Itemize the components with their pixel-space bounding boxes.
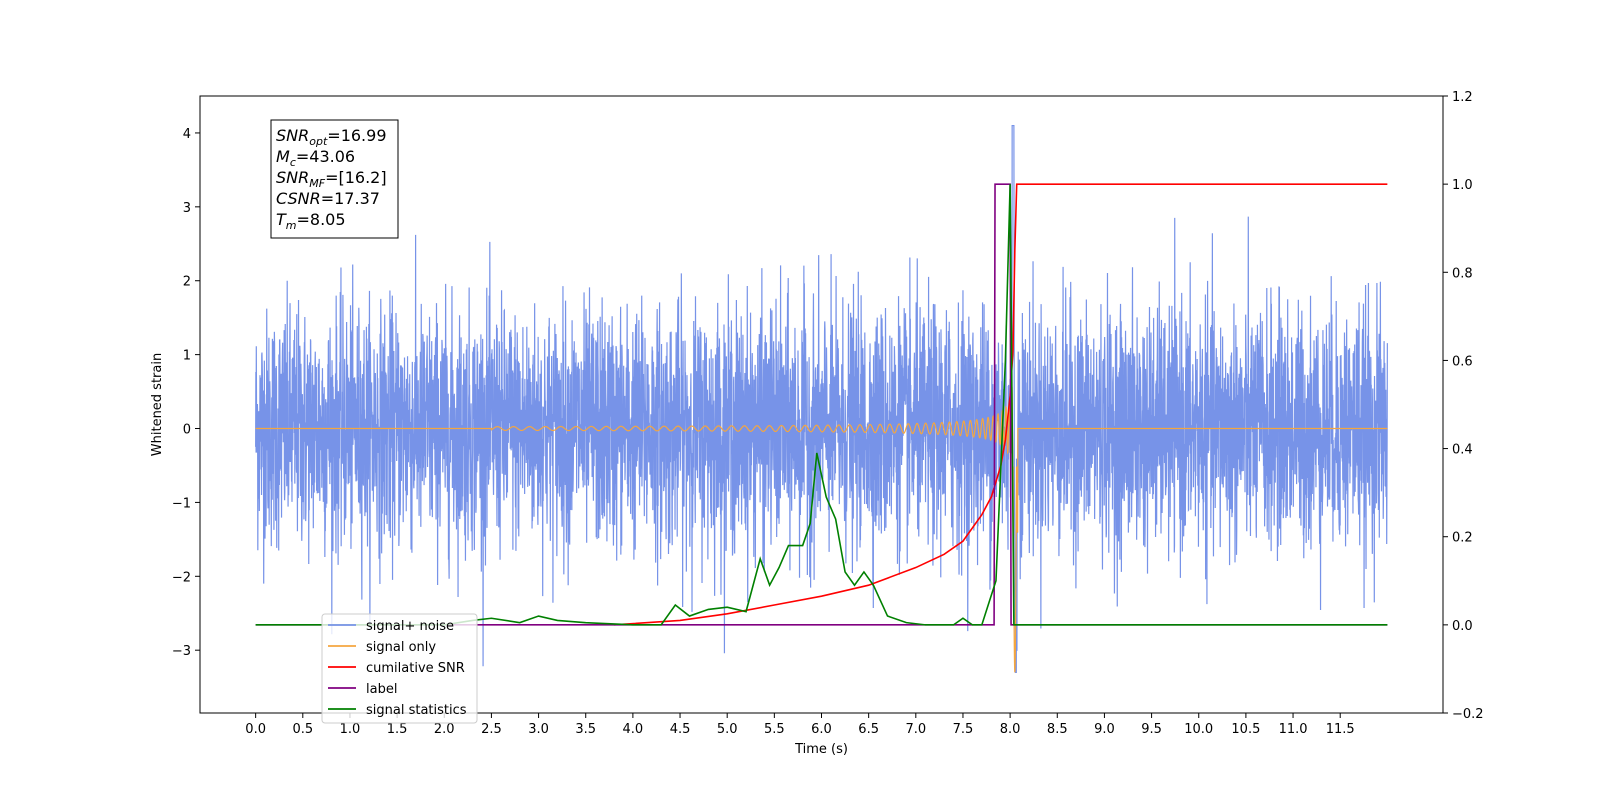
y2-tick-label: −0.2 (1452, 707, 1484, 722)
x-tick-label: 10.0 (1184, 722, 1213, 737)
x-axis-label: Time (s) (794, 742, 848, 757)
x-tick-label: 4.5 (670, 722, 691, 737)
y2-tick-label: 0.2 (1452, 531, 1473, 546)
legend-label: label (366, 682, 397, 697)
x-tick-label: 4.0 (623, 722, 644, 737)
y2-tick-label: 1.2 (1452, 90, 1473, 105)
x-tick-label: 5.5 (764, 722, 785, 737)
y-tick-label: −2 (172, 570, 191, 585)
x-tick-label: 7.5 (953, 722, 974, 737)
signal-statistics-line (255, 184, 1388, 626)
plot-area (255, 124, 1388, 673)
y-tick-label: 2 (183, 275, 191, 290)
annotation-line: Mc=43.06 (276, 147, 355, 169)
y-tick-label: −3 (172, 644, 191, 659)
y-tick-label: 1 (183, 349, 191, 364)
x-tick-label: 1.5 (387, 722, 408, 737)
x-tick-label: 5.0 (717, 722, 738, 737)
annotation-line: Tm=8.05 (276, 210, 346, 232)
legend-label: cumilative SNR (366, 661, 465, 676)
legend: signal+ noise signal only cumilative SNR la… (321, 613, 478, 724)
axis-ticks: 0.0 0.5 1.0 1.5 2.0 2.5 3.0 3.5 4.0 4.5 5.0 5.5 6.0 6… (172, 90, 1484, 737)
legend-label: signal statistics (366, 703, 467, 718)
y-tick-label: 3 (183, 201, 191, 216)
signal-noise-line (255, 124, 1388, 673)
x-tick-label: 1.0 (340, 722, 361, 737)
x-tick-label: 7.0 (905, 722, 926, 737)
y-tick-label: 4 (183, 127, 191, 142)
x-tick-label: 0.0 (245, 722, 266, 737)
x-tick-label: 6.0 (811, 722, 832, 737)
legend-label: signal+ noise (366, 619, 454, 634)
y2-tick-label: 1.0 (1452, 178, 1473, 193)
annotation-box-border (270, 119, 399, 239)
y-axis-label: Whitened strain (150, 353, 165, 456)
y2-tick-label: 0.8 (1452, 266, 1473, 281)
legend-frame (321, 613, 478, 724)
annotation-line: SNRopt=16.99 (276, 126, 387, 148)
x-tick-label: 10.5 (1231, 722, 1260, 737)
cumilative-snr-line (613, 183, 1388, 626)
x-tick-label: 6.5 (858, 722, 879, 737)
y2-tick-label: 0.0 (1452, 619, 1473, 634)
signal-only-line (255, 386, 1388, 673)
x-tick-label: 3.5 (575, 722, 596, 737)
x-tick-label: 9.0 (1094, 722, 1115, 737)
y-tick-label: 0 (183, 423, 191, 438)
x-tick-label: 9.5 (1141, 722, 1162, 737)
x-tick-label: 8.0 (1000, 722, 1021, 737)
legend-label: signal only (366, 640, 436, 655)
x-tick-label: 2.5 (481, 722, 502, 737)
annotation-line: SNRMF=[16.2] (276, 168, 387, 190)
x-tick-label: 8.5 (1047, 722, 1068, 737)
x-tick-label: 3.0 (528, 722, 549, 737)
annotation-line: CSNR=17.37 (276, 189, 380, 208)
y-tick-label: −1 (172, 496, 191, 511)
x-tick-label: 0.5 (292, 722, 313, 737)
x-tick-label: 2.0 (434, 722, 455, 737)
x-tick-label: 11.0 (1279, 722, 1308, 737)
x-tick-label: 11.5 (1326, 722, 1355, 737)
stats-annotation-box: SNRopt=16.99Mc=43.06SNRMF=[16.2]CSNR=17.… (270, 119, 399, 239)
y2-tick-label: 0.4 (1452, 443, 1473, 458)
y2-tick-label: 0.6 (1452, 354, 1473, 369)
